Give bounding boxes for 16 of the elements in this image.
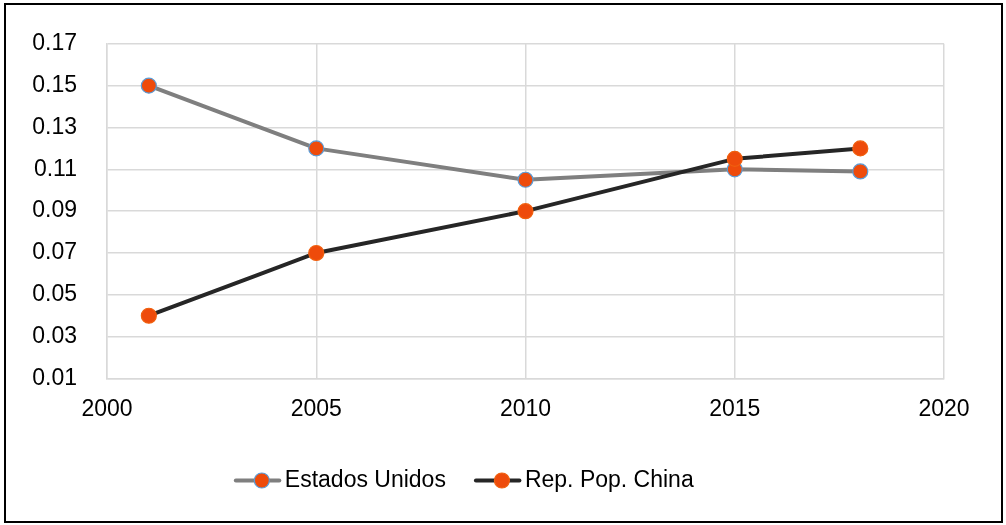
- legend-label: Estados Unidos: [284, 465, 446, 492]
- y-tick-label: 0.07: [32, 238, 77, 265]
- y-tick-label: 0.11: [33, 154, 77, 181]
- x-tick-label: 2020: [918, 394, 970, 421]
- x-tick-label: 2005: [290, 394, 342, 421]
- x-tick-label: 2015: [709, 394, 761, 421]
- y-tick-label: 0.05: [32, 280, 77, 307]
- y-tick-label: 0.01: [32, 363, 77, 390]
- x-tick-label: 2010: [499, 394, 552, 421]
- y-tick-label: 0.03: [32, 322, 77, 349]
- x-tick-label: 2000: [81, 394, 133, 421]
- y-tick-label: 0.09: [32, 196, 77, 223]
- y-tick-label: 0.13: [32, 112, 77, 139]
- y-tick-label: 0.15: [32, 70, 77, 97]
- y-tick-label: 0.17: [32, 29, 77, 56]
- legend-label: Rep. Pop. China: [524, 465, 694, 492]
